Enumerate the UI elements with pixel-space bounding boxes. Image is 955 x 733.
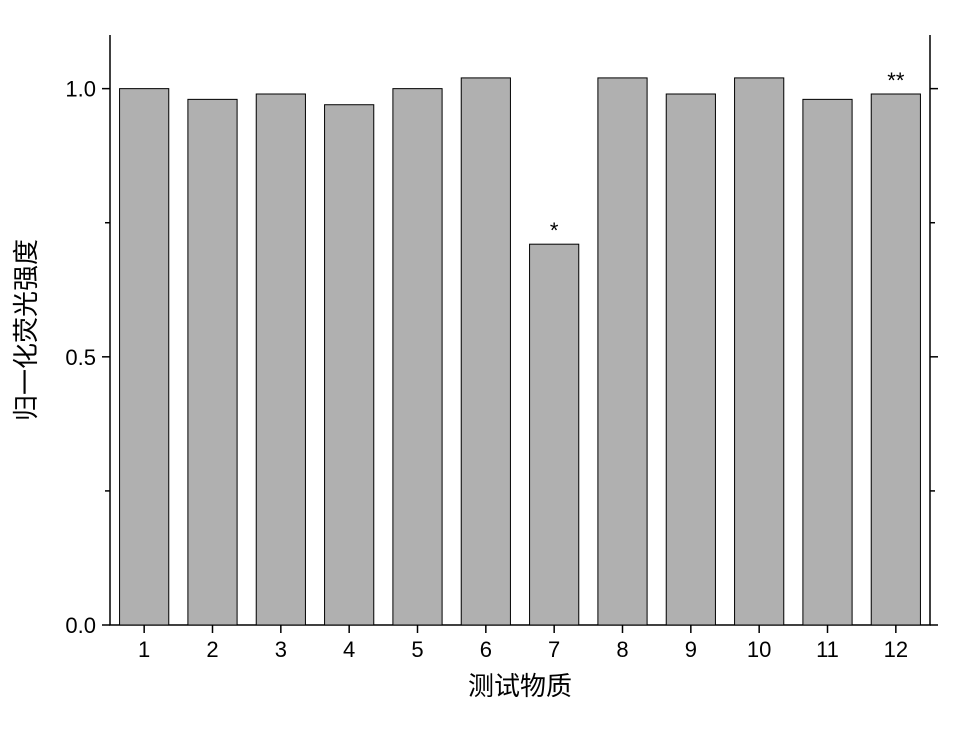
bar bbox=[256, 94, 305, 625]
x-tick-label: 8 bbox=[616, 637, 628, 662]
bar bbox=[598, 78, 647, 625]
bar-annotation: * bbox=[550, 218, 559, 243]
x-tick-label: 9 bbox=[685, 637, 697, 662]
x-tick-label: 6 bbox=[480, 637, 492, 662]
bar bbox=[666, 94, 715, 625]
bar bbox=[393, 89, 442, 625]
bar bbox=[530, 244, 579, 625]
bar bbox=[188, 99, 237, 625]
bar bbox=[120, 89, 169, 625]
x-tick-label: 12 bbox=[884, 637, 908, 662]
x-tick-label: 2 bbox=[206, 637, 218, 662]
bar-chart: 0.00.51.0123456789101112***测试物质归一化荧光强度 bbox=[0, 0, 955, 733]
y-tick-label: 1.0 bbox=[65, 77, 96, 102]
x-tick-label: 7 bbox=[548, 637, 560, 662]
bar bbox=[803, 99, 852, 625]
y-tick-label: 0.5 bbox=[65, 345, 96, 370]
x-tick-label: 11 bbox=[816, 637, 839, 662]
bar-annotation: ** bbox=[887, 68, 905, 93]
x-tick-label: 10 bbox=[747, 637, 771, 662]
x-tick-label: 5 bbox=[411, 637, 423, 662]
bar bbox=[325, 105, 374, 625]
bar bbox=[461, 78, 510, 625]
y-axis-title: 归一化荧光强度 bbox=[11, 239, 41, 421]
bar bbox=[735, 78, 784, 625]
bar bbox=[871, 94, 920, 625]
x-axis-title: 测试物质 bbox=[468, 671, 572, 701]
x-tick-label: 1 bbox=[138, 637, 150, 662]
y-tick-label: 0.0 bbox=[65, 613, 96, 638]
x-tick-label: 4 bbox=[343, 637, 355, 662]
x-tick-label: 3 bbox=[275, 637, 287, 662]
chart-container: 0.00.51.0123456789101112***测试物质归一化荧光强度 bbox=[0, 0, 955, 733]
